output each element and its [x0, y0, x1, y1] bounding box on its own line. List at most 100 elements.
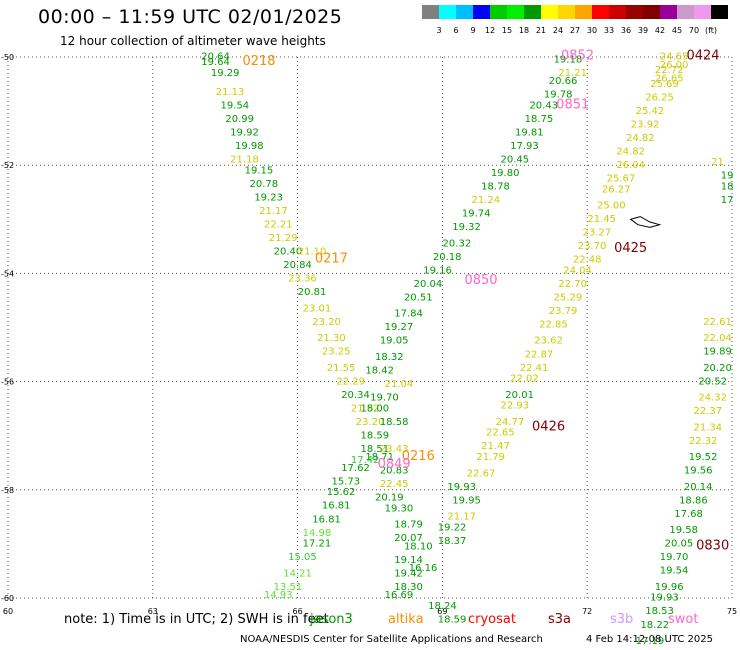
wave-height-point: 23.20	[356, 417, 385, 428]
wave-height-point: 20.45	[500, 154, 529, 165]
colorbar-swatch	[711, 5, 728, 19]
note-text: note: 1) Time is in UTC; 2) SWH is in fe…	[64, 612, 329, 627]
wave-height-point: 19.89	[703, 347, 732, 358]
colorbar-label: 42	[654, 26, 666, 35]
wave-height-point: 18.24	[428, 601, 457, 612]
wave-height-point: 22.70	[558, 279, 587, 290]
wave-height-point: 14.21	[283, 568, 312, 579]
colorbar-label: 39	[637, 26, 649, 35]
wave-height-point: 26.25	[645, 92, 674, 103]
wave-height-point: 21.55	[327, 363, 356, 374]
wave-height-point: 15.62	[327, 487, 356, 498]
wave-height-point: 19.78	[544, 90, 573, 101]
footer-timestamp: 4 Feb 14:12:08 UTC 2025	[586, 634, 713, 645]
wave-height-point: 20.34	[341, 390, 370, 401]
pass-time-label: 0830	[696, 538, 729, 553]
wave-height-point: 18.59	[361, 430, 390, 441]
legend-s3b: s3b	[610, 612, 634, 627]
wave-height-point: 20.51	[404, 292, 433, 303]
wave-height-point: 22.32	[689, 436, 718, 447]
wave-height-point: 18.37	[438, 536, 467, 547]
wave-height-point: 20.32	[443, 238, 472, 249]
wave-height-point: 19.32	[452, 222, 481, 233]
y-tick-label: -56	[1, 378, 14, 387]
wave-height-point: 22.45	[380, 479, 409, 490]
wave-height-point: 24.65	[660, 52, 689, 63]
colorbar-label: 9	[470, 26, 476, 35]
wave-height-point: 19.14	[394, 555, 423, 566]
wave-height-point: 17.68	[674, 509, 703, 520]
footer-credit: NOAA/NESDIS Center for Satellite Applica…	[240, 634, 543, 645]
colorbar-label: 15	[501, 26, 513, 35]
wave-height-point: 17.21	[303, 539, 332, 550]
pass-time-label: 0852	[561, 49, 594, 64]
colorbar-swatch	[626, 5, 643, 19]
wave-height-point: 23.25	[322, 347, 351, 358]
pass-time-label: 0850	[464, 273, 497, 288]
wave-height-point: 18.71	[365, 452, 394, 463]
wave-height-point: 16.16	[409, 563, 438, 574]
wave-height-point: 24.04	[563, 265, 592, 276]
wave-height-point: 19.42	[394, 568, 423, 579]
wave-height-point: 18.58	[380, 417, 409, 428]
wave-height-point: 20.04	[414, 279, 443, 290]
pass-time-label: 0217	[315, 252, 348, 267]
colorbar-label: 30	[586, 26, 598, 35]
chart-title: 00:00 – 11:59 UTC 02/01/2025	[38, 6, 343, 28]
pass-time-label: 0216	[402, 449, 435, 464]
wave-height-point: 19	[721, 171, 734, 182]
wave-height-point: 26.27	[602, 184, 631, 195]
wave-height-point: 20.52	[698, 376, 727, 387]
wave-height-point: 17	[721, 195, 734, 206]
y-tick-label: -60	[1, 594, 14, 603]
legend-s3a: s3a	[548, 612, 572, 627]
wave-height-point: 15.05	[288, 552, 317, 563]
wave-height-point: 19.05	[380, 336, 409, 347]
wave-height-point: 19.15	[245, 165, 274, 176]
wave-height-point: 20.05	[665, 539, 694, 550]
wave-height-point: 24.82	[626, 133, 655, 144]
wave-height-point: 23.01	[303, 303, 332, 314]
wave-height-point: 21.34	[694, 422, 723, 433]
colorbar-swatch	[490, 5, 507, 19]
colorbar-label: 3	[436, 26, 442, 35]
wave-height-point: 19.58	[669, 525, 698, 536]
wave-height-point: 21.13	[216, 87, 245, 98]
x-tick-label: 60	[3, 607, 13, 616]
colorbar-swatch	[456, 5, 473, 19]
wave-height-point: 19.27	[385, 322, 414, 333]
wave-height-point: 22.41	[520, 363, 549, 374]
wave-height-point: 19.95	[452, 495, 481, 506]
wave-height-point: 24.77	[496, 417, 525, 428]
wave-height-point: 18.53	[645, 606, 674, 617]
wave-height-point: 19.18	[554, 54, 583, 65]
colorbar-swatch	[694, 5, 711, 19]
wave-height-point: 26.65	[655, 73, 684, 84]
wave-height-point: 21.47	[481, 441, 510, 452]
wave-height-point: 15.73	[332, 476, 361, 487]
wave-height-point: 18	[721, 182, 734, 193]
colorbar-label: 21	[535, 26, 547, 35]
wave-height-point: 19.64	[201, 57, 230, 68]
colorbar-label: (ft)	[704, 26, 718, 35]
wave-height-point: 19.56	[684, 466, 713, 477]
wave-height-point: 20.81	[298, 287, 327, 298]
wave-height-point: 17.93	[510, 141, 539, 152]
wave-height-point: 18.30	[394, 582, 423, 593]
wave-height-point: 14.93	[264, 590, 293, 601]
wave-height-point: 20.01	[505, 390, 534, 401]
wave-height-point: 20.43	[529, 100, 558, 111]
wave-height-point: 21.24	[472, 195, 501, 206]
pass-time-label: 0849	[378, 457, 411, 472]
wave-height-point: 16.81	[312, 514, 341, 525]
colorbar-swatch	[660, 5, 677, 19]
wave-height-point: 22.02	[510, 374, 539, 385]
wave-height-point: 18.00	[361, 403, 390, 414]
wave-height-point: 21.79	[476, 452, 505, 463]
wave-height-point: 19.81	[515, 127, 544, 138]
wave-height-point: 19.54	[221, 100, 250, 111]
colorbar-swatch	[541, 5, 558, 19]
wave-height-point: 20.07	[394, 533, 423, 544]
wave-height-point: 25.69	[650, 79, 679, 90]
chart-subtitle: 12 hour collection of altimeter wave hei…	[60, 34, 326, 48]
